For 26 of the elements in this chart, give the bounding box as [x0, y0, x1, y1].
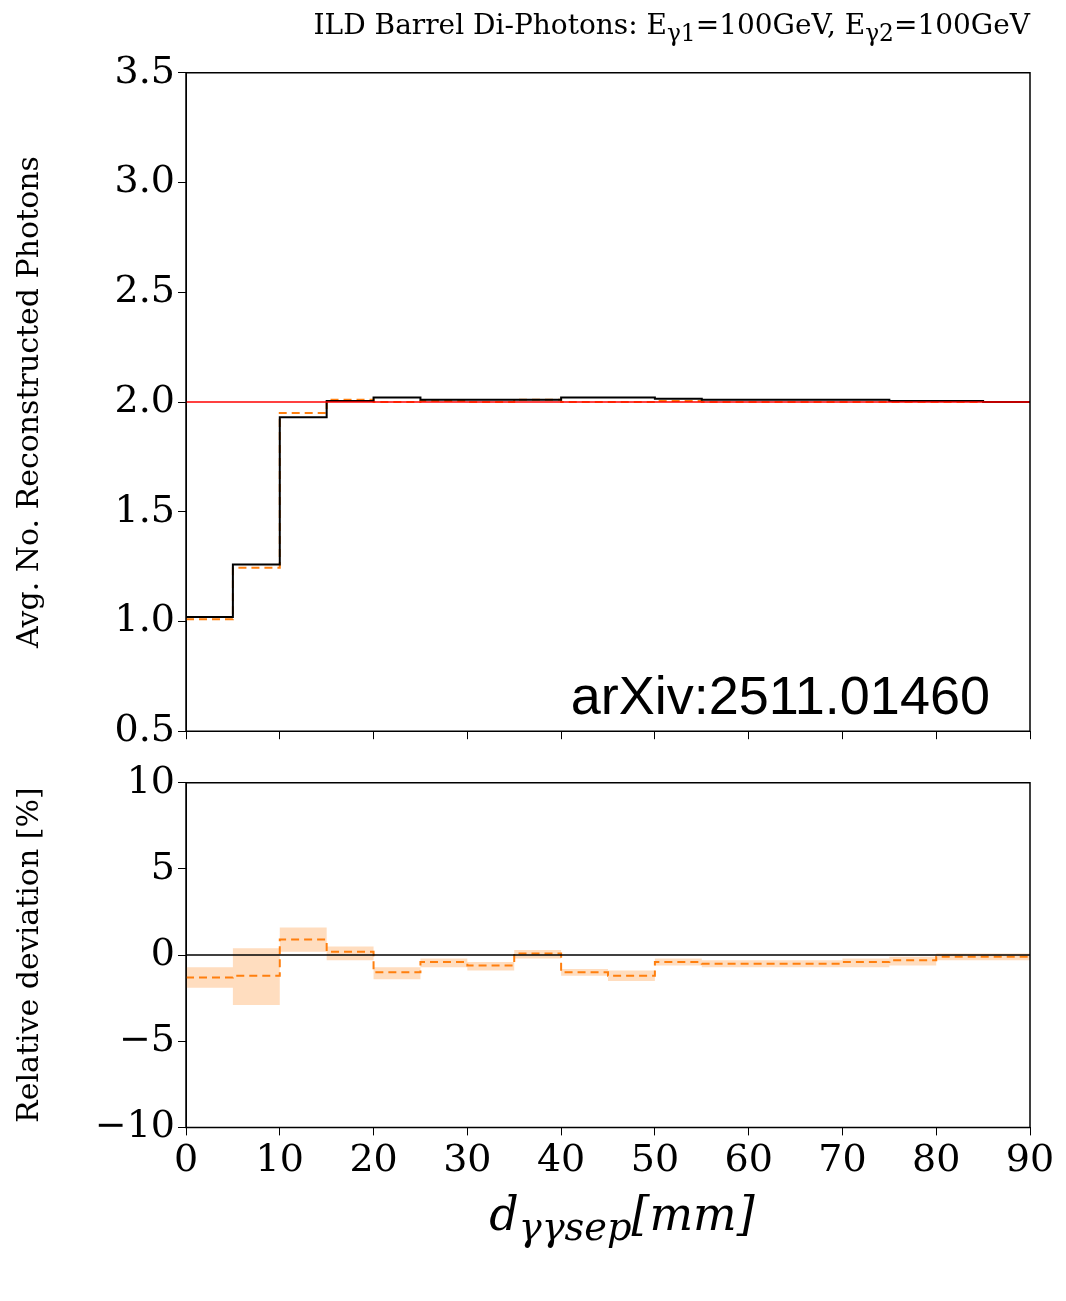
y-tick-label: 5	[150, 843, 175, 888]
y-axis-title: Avg. No. Reconstructed Photons	[9, 155, 45, 649]
x-tick-label: 20	[349, 1135, 398, 1180]
x-tick-label: 70	[818, 1135, 867, 1180]
x-tick-label: 50	[630, 1135, 680, 1180]
y-tick-label: 0	[150, 929, 175, 974]
x-tick-label: 40	[536, 1135, 586, 1180]
x-tick-label: 90	[1005, 1135, 1055, 1180]
chart-title: ILD Barrel Di-Photons: E$_{γ1}$=100GeV, E$_{γ2}$=100GeV	[312, 8, 1032, 47]
x-tick-label: 10	[255, 1135, 304, 1180]
y-tick-label: −5	[118, 1015, 175, 1060]
x-tick-label: 30	[443, 1135, 492, 1180]
y-axis-title: Relative deviation [%]	[9, 786, 45, 1123]
annotation: arXiv:2511.01460	[570, 664, 990, 725]
y-tick-label: 3.0	[114, 157, 175, 201]
y-tick-label: 10	[126, 757, 175, 802]
y-tick-label: 2.5	[114, 266, 175, 311]
x-tick-label: 60	[724, 1135, 773, 1180]
y-tick-label: 1.5	[114, 486, 175, 531]
y-tick-label: 3.5	[114, 47, 175, 92]
x-axis-title: d$_{γγsep}$[mm]	[488, 1186, 756, 1249]
y-tick-label: 0.5	[114, 705, 175, 750]
y-tick-label: −10	[94, 1101, 175, 1146]
y-tick-label: 2.0	[114, 376, 175, 421]
y-tick-label: 1.0	[114, 595, 175, 640]
x-tick-label: 80	[912, 1135, 961, 1180]
